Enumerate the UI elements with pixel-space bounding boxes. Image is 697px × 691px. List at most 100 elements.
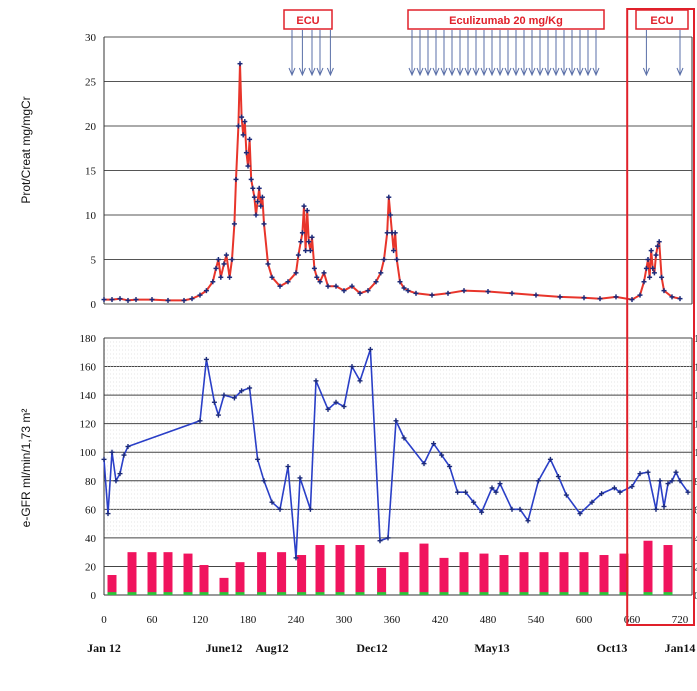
dose-arrow-head <box>416 67 424 77</box>
dose-arrow-head <box>480 67 488 77</box>
gfr-small-bar <box>377 592 387 595</box>
egfr-point <box>611 485 617 491</box>
bottom-right-y-tick-label: 180 <box>694 333 697 345</box>
prot-creat-point <box>307 248 313 254</box>
gfr-bar <box>315 545 325 595</box>
egfr-point <box>463 489 469 495</box>
prot-creat-point <box>661 288 667 294</box>
prot-creat-point <box>677 296 683 302</box>
dose-annotation-label: ECU <box>650 15 673 27</box>
gfr-small-bar <box>277 592 287 595</box>
gfr-small-bar <box>519 592 529 595</box>
egfr-point <box>293 555 299 561</box>
prot-creat-point <box>247 136 253 142</box>
prot-creat-point <box>387 212 393 218</box>
dose-arrow-head <box>488 67 496 77</box>
egfr-point <box>385 535 391 541</box>
egfr-point <box>367 346 373 352</box>
dose-annotation-label: Eculizumab 20 mg/Kg <box>449 15 563 27</box>
prot-creat-point <box>125 297 131 303</box>
gfr-small-bar <box>147 592 157 595</box>
egfr-point <box>661 503 667 509</box>
prot-creat-point <box>325 283 331 289</box>
prot-creat-point <box>405 288 411 294</box>
egfr-point <box>685 489 691 495</box>
gfr-small-bar <box>335 592 345 595</box>
x-tick-label: 720 <box>672 614 689 626</box>
bottom-y-tick-label: 140 <box>80 390 97 402</box>
egfr-point <box>239 388 245 394</box>
prot-creat-point <box>298 239 304 245</box>
gfr-bar <box>663 545 673 595</box>
gfr-bar <box>355 545 365 595</box>
dose-arrow-head <box>642 67 650 77</box>
prot-creat-point <box>255 199 261 205</box>
prot-creat-point <box>378 270 384 276</box>
egfr-point <box>125 444 131 450</box>
egfr-point <box>121 452 127 458</box>
prot-creat-point <box>240 132 246 138</box>
x-tick-label: 420 <box>432 614 449 626</box>
prot-creat-point <box>485 289 491 295</box>
highlight-box <box>626 8 696 626</box>
gfr-bar <box>107 575 117 595</box>
gfr-bar <box>335 545 345 595</box>
gfr-small-bar <box>559 592 569 595</box>
prot-creat-point <box>221 261 227 267</box>
x-date-label: Oct13 <box>597 641 628 655</box>
dose-arrow-head <box>512 67 520 77</box>
egfr-point <box>401 435 407 441</box>
bottom-right-y-tick-label: 100 <box>694 447 697 459</box>
gfr-small-bar <box>107 592 117 595</box>
prot-creat-point <box>357 290 363 296</box>
prot-creat-point <box>641 279 647 285</box>
x-tick-label: 180 <box>240 614 257 626</box>
x-tick-label: 120 <box>192 614 209 626</box>
dose-arrow-head <box>496 67 504 77</box>
dose-arrow-head <box>520 67 528 77</box>
prot-creat-point <box>213 265 219 271</box>
gfr-small-bar <box>579 592 589 595</box>
prot-creat-point <box>401 285 407 291</box>
bottom-y-tick-label: 60 <box>85 504 97 516</box>
prot-creat-point <box>243 150 249 156</box>
x-date-label: June12 <box>206 641 243 655</box>
top-panel-gridlines <box>104 36 692 305</box>
prot-creat-point <box>101 297 107 303</box>
prot-creat-point <box>317 279 323 285</box>
prot-creat-point <box>429 292 435 298</box>
bottom-right-y-tick-label: 40 <box>694 533 697 545</box>
prot-creat-point <box>229 257 235 262</box>
x-tick-label: 540 <box>528 614 545 626</box>
gfr-small-bar <box>257 592 267 595</box>
prot-creat-point <box>643 265 649 271</box>
egfr-point <box>393 418 399 424</box>
bottom-right-y-tick-label: 60 <box>694 504 697 516</box>
prot-creat-point <box>309 234 315 240</box>
egfr-point <box>517 506 523 512</box>
dose-annotation: ECU <box>635 9 689 77</box>
gfr-bar <box>235 562 245 595</box>
top-y-tick-label: 5 <box>91 255 97 267</box>
gfr-small-bar <box>539 592 549 595</box>
prot-creat-point <box>392 230 398 236</box>
prot-creat-point <box>261 221 267 227</box>
egfr-point <box>657 478 663 484</box>
egfr-point <box>629 483 635 489</box>
egfr-point <box>479 509 485 515</box>
prot-creat-point <box>203 288 209 294</box>
prot-creat-point <box>293 270 299 276</box>
bottom-y-axis-label: e-GFR ml/min/1,73 m² <box>19 409 33 528</box>
gfr-small-bar <box>439 592 449 595</box>
dose-annotation: ECU <box>283 9 334 77</box>
dose-annotations: ECU Eculizumab 20 mg/Kg ECU <box>283 9 689 77</box>
egfr-point <box>341 404 347 410</box>
gfr-small-bar <box>219 592 229 595</box>
gfr-small-bar <box>619 592 629 595</box>
dose-arrow-head <box>316 67 324 77</box>
prot-creat-point <box>311 265 317 271</box>
gfr-bar <box>419 543 429 595</box>
prot-creat-line <box>104 63 681 302</box>
gfr-bar <box>219 577 229 595</box>
egfr-point <box>377 538 383 544</box>
